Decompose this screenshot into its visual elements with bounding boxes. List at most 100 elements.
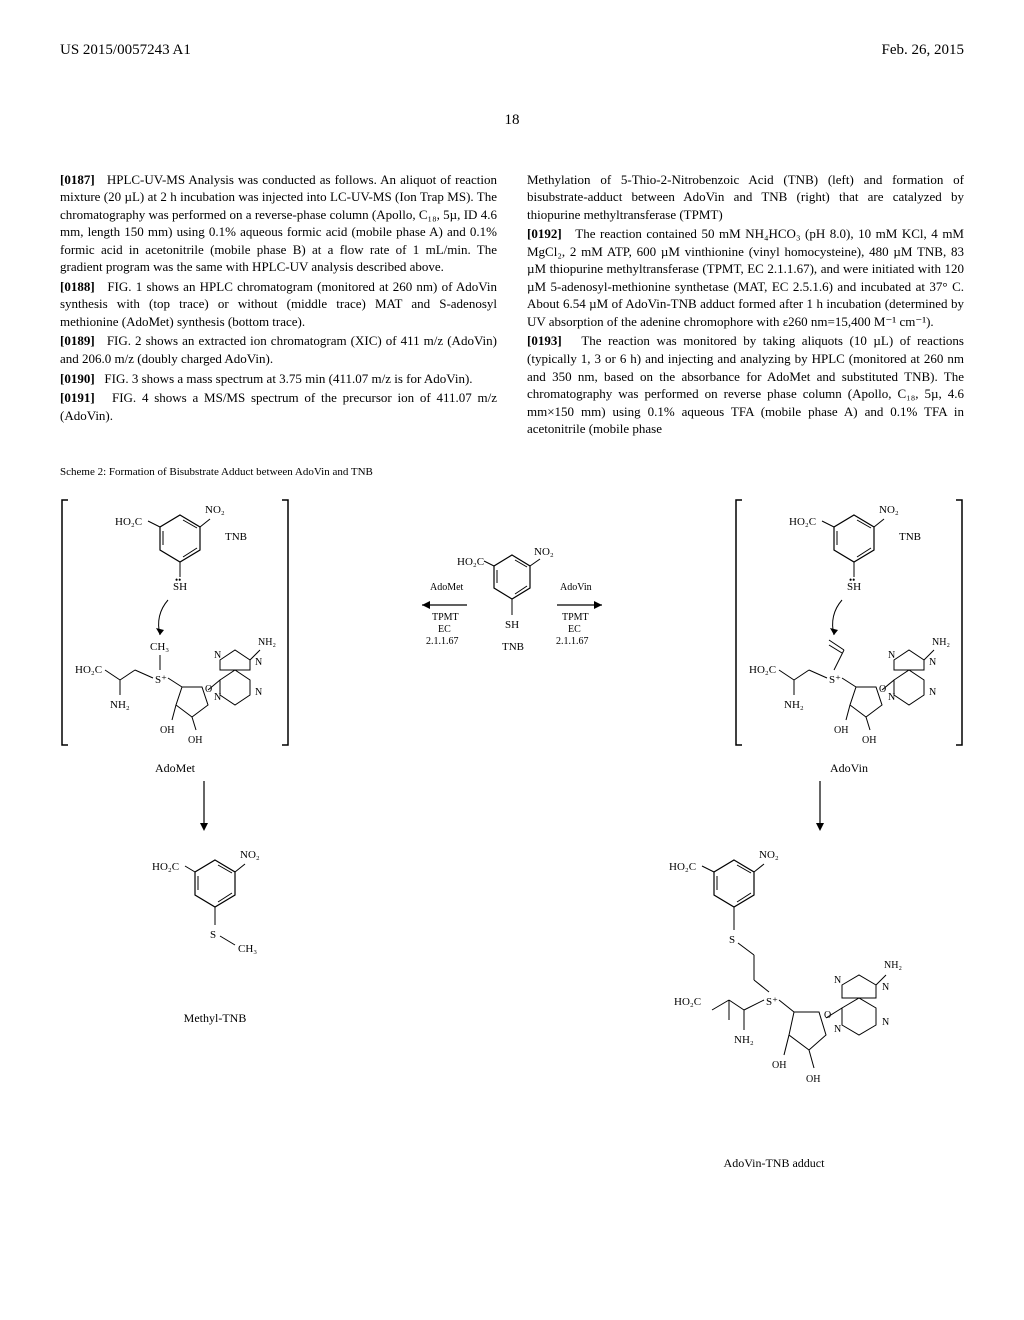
- paragraph: [0189] FIG. 2 shows an extracted ion chr…: [60, 332, 497, 367]
- center-tnb: AdoMet TPMT EC 2.1.1.67 AdoVin TPMT EC 2…: [412, 495, 612, 675]
- paragraph: [0193] The reaction was monitored by tak…: [527, 332, 964, 437]
- para-num: [0193]: [527, 333, 562, 348]
- para-num: [0187]: [60, 172, 95, 187]
- para-text: The reaction was monitored by taking ali…: [527, 333, 964, 436]
- svg-text:N: N: [834, 1024, 841, 1035]
- svg-text:OH: OH: [772, 1060, 786, 1071]
- svg-text:NH₂: NH₂: [734, 1034, 754, 1046]
- product-row: NO₂ HO₂C S CH₃ Methyl-TNB NO₂: [60, 840, 964, 1171]
- adovin-label: AdoVin: [830, 760, 868, 776]
- left-column: [0187] HPLC-UV-MS Analysis was conducted…: [60, 171, 497, 440]
- svg-text:N: N: [882, 1017, 889, 1028]
- svg-text:NO₂: NO₂: [534, 546, 554, 558]
- svg-text:NO₂: NO₂: [240, 849, 260, 861]
- scheme-top-row: NO₂ HO₂C TNB SH •• CH₃ S⁺ HO₂C: [60, 495, 964, 776]
- svg-text:NH₂: NH₂: [110, 699, 130, 711]
- para-num: [0192]: [527, 226, 562, 241]
- svg-text:S⁺: S⁺: [829, 674, 841, 686]
- svg-text:CH₃: CH₃: [238, 943, 257, 955]
- svg-text:OH: OH: [188, 735, 202, 746]
- svg-text:S⁺: S⁺: [766, 996, 778, 1008]
- svg-text:HO₂C: HO₂C: [749, 664, 776, 676]
- scheme-diagram: NO₂ HO₂C TNB SH •• CH₃ S⁺ HO₂C: [60, 495, 964, 1172]
- paragraph: [0188] FIG. 1 shows an HPLC chromatogram…: [60, 278, 497, 331]
- svg-text:NH₂: NH₂: [884, 960, 902, 971]
- svg-text:N: N: [214, 692, 221, 703]
- svg-text:OH: OH: [160, 725, 174, 736]
- svg-text:N: N: [882, 982, 889, 993]
- para-text: The reaction contained 50 mM NH₄HCO₃ (pH…: [527, 226, 964, 329]
- paragraph: [0191] FIG. 4 shows a MS/MS spectrum of …: [60, 389, 497, 424]
- methyl-tnb-label: Methyl-TNB: [184, 1010, 247, 1026]
- svg-text:2.1.1.67: 2.1.1.67: [556, 636, 589, 647]
- adovin-tnb-adduct: NO₂ HO₂C S S⁺ HO₂C NH₂: [624, 840, 924, 1171]
- svg-text:NH₂: NH₂: [932, 637, 950, 648]
- svg-text:NO₂: NO₂: [879, 504, 899, 516]
- para-num: [0191]: [60, 390, 95, 405]
- svg-text:OH: OH: [862, 735, 876, 746]
- svg-text:NO₂: NO₂: [759, 849, 779, 861]
- svg-text:HO₂C: HO₂C: [669, 861, 696, 873]
- adduct-label: AdoVin-TNB adduct: [724, 1155, 825, 1171]
- svg-text:OH: OH: [806, 1074, 820, 1085]
- svg-text:N: N: [929, 687, 936, 698]
- svg-text:HO₂C: HO₂C: [457, 556, 484, 568]
- svg-text:SH: SH: [505, 619, 519, 631]
- svg-text:AdoMet: AdoMet: [430, 582, 464, 593]
- svg-text:TPMT: TPMT: [562, 612, 589, 623]
- svg-text:TNB: TNB: [225, 531, 247, 543]
- adomet-label: AdoMet: [155, 760, 195, 776]
- svg-text:AdoVin: AdoVin: [560, 582, 592, 593]
- svg-text:HO₂C: HO₂C: [152, 861, 179, 873]
- svg-text:N: N: [834, 975, 841, 986]
- paragraph: [0187] HPLC-UV-MS Analysis was conducted…: [60, 171, 497, 276]
- svg-text:NH₂: NH₂: [258, 637, 276, 648]
- arrow-down-icon: [810, 776, 830, 836]
- page-header: US 2015/0057243 A1 Feb. 26, 2015: [60, 40, 964, 60]
- down-arrow-left: [60, 776, 348, 841]
- svg-text:••: ••: [849, 575, 855, 585]
- para-text: FIG. 1 shows an HPLC chromatogram (monit…: [60, 279, 497, 329]
- methyl-tnb: NO₂ HO₂C S CH₃ Methyl-TNB: [140, 840, 290, 1026]
- svg-text:HO₂C: HO₂C: [674, 996, 701, 1008]
- para-text: FIG. 3 shows a mass spectrum at 3.75 min…: [104, 371, 472, 386]
- svg-text:N: N: [255, 657, 262, 668]
- para-num: [0188]: [60, 279, 95, 294]
- arrow-row: [60, 776, 964, 841]
- header-right: Feb. 26, 2015: [882, 40, 965, 60]
- header-left: US 2015/0057243 A1: [60, 40, 191, 60]
- para-text: HPLC-UV-MS Analysis was conducted as fol…: [60, 172, 497, 275]
- svg-text:••: ••: [175, 575, 181, 585]
- paragraph: Methylation of 5-Thio-2-Nitrobenzoic Aci…: [527, 171, 964, 224]
- svg-text:N: N: [929, 657, 936, 668]
- svg-text:S⁺: S⁺: [155, 674, 167, 686]
- tnb-center-icon: AdoMet TPMT EC 2.1.1.67 AdoVin TPMT EC 2…: [412, 525, 612, 675]
- svg-text:HO₂C: HO₂C: [789, 516, 816, 528]
- svg-text:NO₂: NO₂: [205, 504, 225, 516]
- svg-text:OH: OH: [834, 725, 848, 736]
- adomet-complex: NO₂ HO₂C TNB SH •• CH₃ S⁺ HO₂C: [60, 495, 290, 776]
- svg-text:HO₂C: HO₂C: [115, 516, 142, 528]
- svg-text:NH₂: NH₂: [784, 699, 804, 711]
- adomet-svg-icon: NO₂ HO₂C TNB SH •• CH₃ S⁺ HO₂C: [60, 495, 290, 755]
- svg-text:N: N: [888, 650, 895, 661]
- adduct-icon: NO₂ HO₂C S S⁺ HO₂C NH₂: [624, 840, 924, 1150]
- methyl-tnb-icon: NO₂ HO₂C S CH₃: [140, 840, 290, 980]
- svg-text:N: N: [888, 692, 895, 703]
- svg-text:TNB: TNB: [502, 641, 524, 653]
- page-number: 18: [60, 110, 964, 130]
- paragraph: [0190] FIG. 3 shows a mass spectrum at 3…: [60, 370, 497, 388]
- adovin-svg-icon: NO₂ HO₂C TNB SH •• S⁺ HO₂C: [734, 495, 964, 755]
- svg-text:2.1.1.67: 2.1.1.67: [426, 636, 459, 647]
- para-text: Methylation of 5-Thio-2-Nitrobenzoic Aci…: [527, 172, 964, 222]
- para-text: FIG. 4 shows a MS/MS spectrum of the pre…: [60, 390, 497, 423]
- svg-text:HO₂C: HO₂C: [75, 664, 102, 676]
- scheme-title: Scheme 2: Formation of Bisubstrate Adduc…: [60, 465, 964, 480]
- arrow-down-icon: [194, 776, 214, 836]
- text-columns: [0187] HPLC-UV-MS Analysis was conducted…: [60, 171, 964, 440]
- svg-text:EC: EC: [568, 624, 581, 635]
- svg-text:CH₃: CH₃: [150, 641, 169, 653]
- para-num: [0190]: [60, 371, 95, 386]
- svg-text:N: N: [255, 687, 262, 698]
- para-num: [0189]: [60, 333, 95, 348]
